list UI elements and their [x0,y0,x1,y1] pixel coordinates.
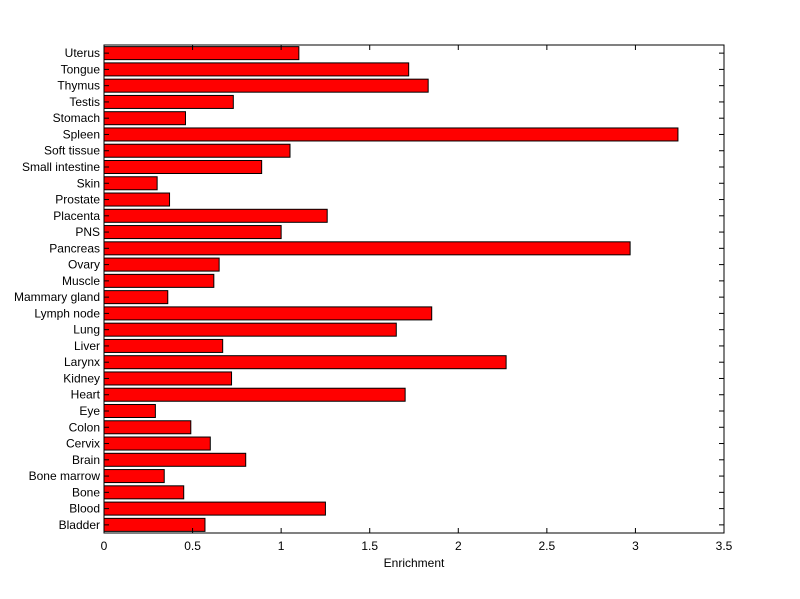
x-tick-label-5: 2.5 [539,539,556,553]
x-tick-label-4: 2 [455,539,462,553]
bar-soft-tissue [103,143,291,158]
x-tick-label-1: 0.5 [184,539,201,553]
category-label-skin: Skin [77,176,100,190]
category-label-bladder: Bladder [59,518,100,532]
category-label-eye: Eye [79,404,100,418]
category-label-testis: Testis [69,95,100,109]
category-label-ovary: Ovary [68,258,100,272]
category-label-larynx: Larynx [64,355,100,369]
bar-prostate [103,192,171,207]
bar-lung [103,322,397,337]
bar-muscle [103,273,215,288]
bar-blood [103,501,326,516]
bar-lymph-node [103,306,433,321]
category-label-stomach: Stomach [53,111,100,125]
category-label-lymph-node: Lymph node [34,306,100,320]
category-label-tongue: Tongue [61,62,101,76]
bar-stomach [103,111,186,126]
bar-placenta [103,208,328,223]
bar-bone [103,485,185,500]
category-label-lung: Lung [73,323,100,337]
bar-pns [103,225,282,240]
bar-pancreas [103,241,631,256]
bar-spleen [103,127,679,142]
bar-bone-marrow [103,469,165,484]
x-tick-label-2: 1 [278,539,285,553]
category-label-brain: Brain [72,453,100,467]
category-label-bone: Bone [72,485,100,499]
category-label-heart: Heart [71,388,101,402]
bar-uterus [103,46,300,61]
category-label-pancreas: Pancreas [49,241,100,255]
bar-ovary [103,257,220,272]
bar-larynx [103,355,507,370]
x-tick-label-6: 3 [632,539,639,553]
x-tick-label-0: 0 [101,539,108,553]
category-label-blood: Blood [69,502,100,516]
bar-liver [103,338,224,353]
bar-heart [103,387,406,402]
category-label-small-intestine: Small intestine [22,160,100,174]
bar-colon [103,420,192,435]
category-label-thymus: Thymus [57,79,100,93]
category-label-colon: Colon [69,420,100,434]
bar-small-intestine [103,159,263,175]
category-label-liver: Liver [74,339,100,353]
category-labels: Uterus Tongue Thymus Testis Stomach Spleen Sof… [14,46,101,532]
bar-testis [103,94,234,109]
category-label-bone-marrow: Bone marrow [29,469,101,483]
x-tick-label-7: 3.5 [716,539,733,553]
bar-thymus [103,78,429,93]
category-label-spleen: Spleen [63,127,100,141]
category-label-cervix: Cervix [66,437,100,451]
category-label-mammary-gland: Mammary gland [14,290,100,304]
category-label-prostate: Prostate [55,193,100,207]
bar-cervix [103,436,211,451]
axes-frame [103,44,725,534]
category-label-soft-tissue: Soft tissue [44,144,100,158]
bar-brain [103,452,247,467]
x-axis-label: Enrichment [384,556,445,570]
bar-bladder [103,517,206,532]
x-tick-labels: 0 0.5 1 1.5 2 2.5 3 3.5 [101,539,733,553]
bars [103,46,679,532]
category-label-placenta: Placenta [53,209,100,223]
category-label-kidney: Kidney [63,371,100,385]
bar-kidney [103,371,233,386]
bar-skin [103,176,158,191]
bar-eye [103,403,156,419]
category-label-uterus: Uterus [65,46,100,60]
bar-tongue [103,62,410,77]
bar-mammary-gland [103,290,169,305]
category-label-pns: PNS [75,225,100,239]
x-tick-label-3: 1.5 [361,539,378,553]
category-label-muscle: Muscle [62,274,100,288]
